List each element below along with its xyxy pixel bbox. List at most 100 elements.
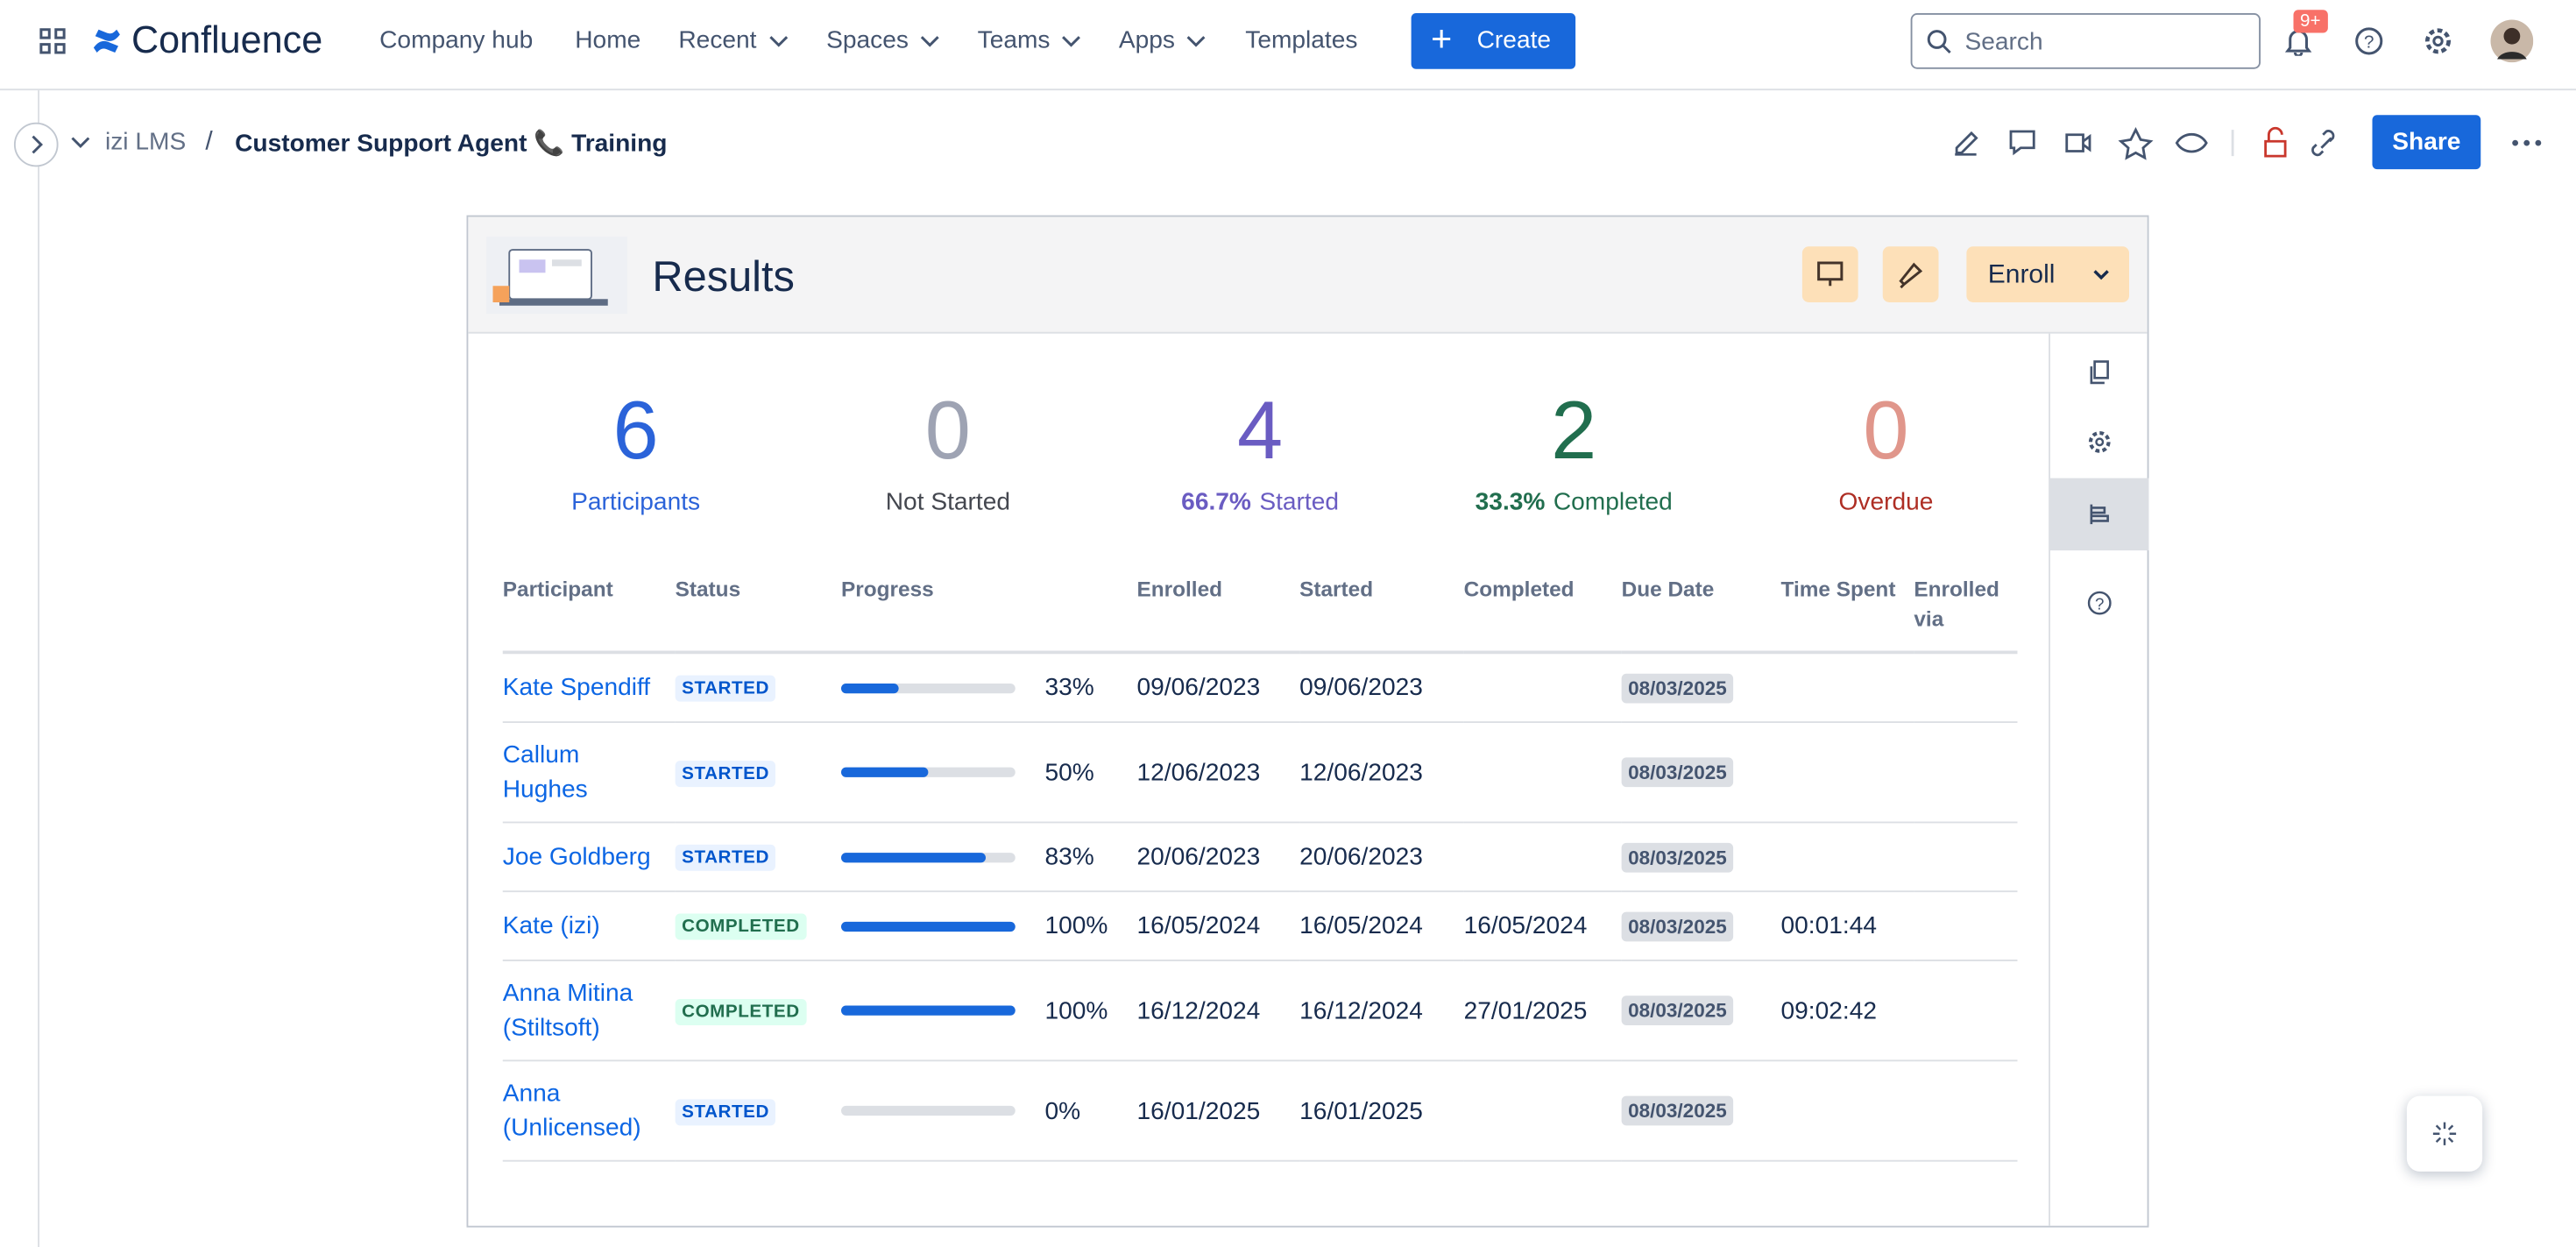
participant-link[interactable]: Kate Spendiff <box>503 670 661 705</box>
star[interactable] <box>2121 130 2151 158</box>
enroll-menu <box>2091 266 2112 283</box>
progress-cell <box>841 1060 1045 1160</box>
present-icon <box>1815 259 1845 289</box>
results-tab[interactable] <box>2050 478 2149 551</box>
table-row: Joe GoldbergSTARTED83%20/06/202320/06/20… <box>503 822 2018 891</box>
macro-header: Results Enroll <box>468 217 2147 334</box>
enroll-button[interactable]: Enroll <box>1966 246 2129 302</box>
started-date: 09/06/2023 <box>1299 652 1464 722</box>
nav-item[interactable]: Apps <box>1119 26 1207 54</box>
restrictions[interactable] <box>2266 128 2286 156</box>
copy-link[interactable] <box>2312 131 2333 154</box>
progress-cell <box>841 891 1045 960</box>
breadcrumb-page[interactable]: Customer Support Agent 📞 Training <box>235 128 667 158</box>
table-row: Kate SpendiffSTARTED33%09/06/202309/06/2… <box>503 652 2018 722</box>
progress-bar <box>841 683 899 692</box>
share-button[interactable]: Share <box>2373 115 2481 169</box>
ai-icon <box>2431 1121 2458 1147</box>
nav-item[interactable]: Home <box>575 26 640 54</box>
participant-cell: Joe Goldberg <box>503 822 676 891</box>
participant-link[interactable]: Anna (Unlicensed) <box>503 1076 661 1145</box>
progress-track <box>841 852 1016 861</box>
stat-value: 6 <box>480 381 792 480</box>
nav-chevron <box>1062 34 1082 47</box>
nav-item[interactable]: Templates <box>1245 26 1357 54</box>
stat-label: 33.3%Completed <box>1418 488 1730 516</box>
status-cell: STARTED <box>676 722 841 822</box>
comment[interactable] <box>2011 131 2034 152</box>
edit[interactable] <box>1955 133 1976 154</box>
stat-percent: 33.3% <box>1476 488 1546 516</box>
product-name[interactable]: Confluence <box>131 18 322 63</box>
enrolled-via <box>1914 822 2017 891</box>
enrolled-via <box>1914 1060 2017 1160</box>
status-cell: STARTED <box>676 822 841 891</box>
create-button[interactable]: +Create <box>1412 13 1576 69</box>
participant-link[interactable]: Kate (izi) <box>503 909 661 943</box>
time-spent: 09:02:42 <box>1781 960 1914 1060</box>
nav-label: Teams <box>978 26 1051 54</box>
progress-track <box>841 1006 1016 1016</box>
nav-item[interactable]: Company hub <box>379 26 533 54</box>
status-badge: STARTED <box>676 1098 776 1124</box>
breadcrumb-toggle[interactable] <box>69 135 92 152</box>
stat-value: 2 <box>1418 381 1730 480</box>
participant-link[interactable]: Callum Hughes <box>503 738 661 807</box>
column-header: Started <box>1299 569 1464 653</box>
ai-button[interactable] <box>2407 1096 2482 1172</box>
progress-cell <box>841 722 1045 822</box>
svg-text:?: ? <box>2364 32 2374 52</box>
nav-item[interactable]: Spaces <box>826 26 939 54</box>
search-icon <box>1926 28 1952 54</box>
sidebar-edge <box>38 90 39 1247</box>
participant-link[interactable]: Anna Mitina (Stiltsoft) <box>503 976 661 1045</box>
due-cell: 08/03/2025 <box>1622 722 1781 822</box>
breadcrumb-space[interactable]: izi LMS <box>105 128 186 156</box>
participant-cell: Kate Spendiff <box>503 652 676 722</box>
logo[interactable] <box>90 25 124 58</box>
video[interactable] <box>2067 135 2090 152</box>
help[interactable]: ? <box>2354 26 2384 56</box>
nav-item[interactable]: Recent <box>678 26 788 54</box>
progress-cell <box>841 822 1045 891</box>
table-row: Anna (Unlicensed)STARTED0%16/01/202516/0… <box>503 1060 2018 1160</box>
completed-date <box>1464 1060 1622 1160</box>
participant-cell: Callum Hughes <box>503 722 676 822</box>
nav-item[interactable]: Teams <box>978 26 1081 54</box>
settings[interactable] <box>2424 26 2453 56</box>
stat: 0 Overdue <box>1730 381 2042 516</box>
participant-cell: Anna Mitina (Stiltsoft) <box>503 960 676 1060</box>
settings-icon[interactable] <box>2086 429 2112 455</box>
progress-cell <box>841 960 1045 1060</box>
app-switcher[interactable] <box>39 28 66 54</box>
started-date: 16/12/2024 <box>1299 960 1464 1060</box>
expand-sidebar[interactable] <box>13 122 60 168</box>
column-header: Time Spent <box>1781 569 1914 653</box>
help-icon[interactable]: ? <box>2086 590 2112 616</box>
nav-label: Home <box>575 26 640 54</box>
copy-icon[interactable] <box>2086 358 2112 385</box>
column-header: Status <box>676 569 841 653</box>
promote-button[interactable] <box>1883 246 1939 302</box>
watch[interactable] <box>2176 134 2206 152</box>
column-header: Completed <box>1464 569 1622 653</box>
stat-label: 66.7%Started <box>1104 488 1416 516</box>
more-actions[interactable] <box>2510 131 2544 154</box>
page-actions <box>1949 125 2360 161</box>
enrolled-date: 16/01/2025 <box>1137 1060 1300 1160</box>
present-button[interactable] <box>1802 246 1858 302</box>
search-box[interactable]: Search <box>1911 13 2261 69</box>
due-cell: 08/03/2025 <box>1622 960 1781 1060</box>
started-date: 16/01/2025 <box>1299 1060 1464 1160</box>
enroll-label: Enroll <box>1988 261 2056 291</box>
participant-link[interactable]: Joe Goldberg <box>503 840 661 874</box>
started-date: 16/05/2024 <box>1299 891 1464 960</box>
due-badge: 08/03/2025 <box>1622 995 1734 1025</box>
completed-date <box>1464 722 1622 822</box>
stat-value: 0 <box>1730 381 2042 480</box>
avatar[interactable] <box>2491 20 2534 63</box>
stat-label: Overdue <box>1730 488 2042 516</box>
enrolled-date: 12/06/2023 <box>1137 722 1300 822</box>
nav-chevron <box>1186 34 1207 47</box>
